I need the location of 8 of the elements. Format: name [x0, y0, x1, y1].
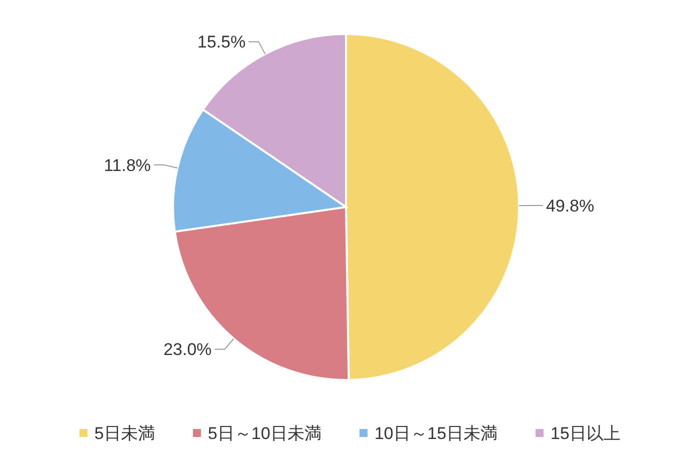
data-label: 11.8%	[104, 156, 151, 175]
legend-label: 5日未満	[94, 424, 155, 443]
data-label: 49.8%	[546, 196, 594, 216]
legend-label: 15日以上	[550, 424, 620, 443]
legend-label: 5日～10日未満	[208, 424, 322, 443]
data-label: 15.5%	[197, 32, 246, 52]
legend-label: 10日～15日未満	[374, 424, 498, 443]
data-label: 23.0%	[163, 340, 212, 360]
